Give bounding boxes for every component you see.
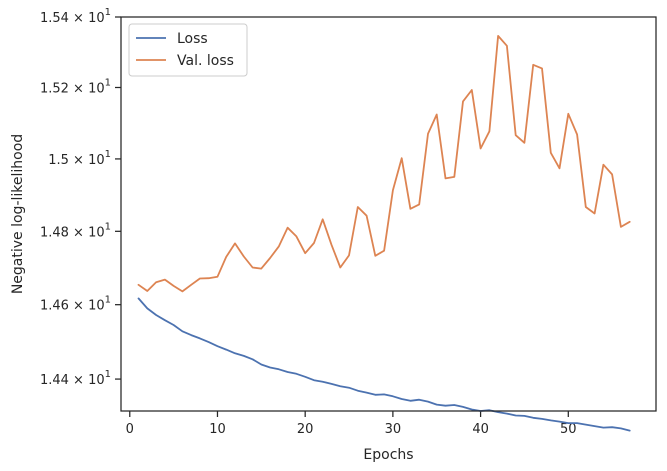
legend: Loss Val. loss <box>128 23 248 77</box>
x-axis-ticks: 0 10 20 30 40 50 <box>126 411 577 437</box>
series-line-val-loss <box>137 35 631 293</box>
y-tick-mantissa: 1.46 × 10 <box>40 299 105 314</box>
y-tick-exponent: 1 <box>105 149 111 160</box>
y-tick-mantissa: 1.5 × 10 <box>48 153 104 168</box>
y-tick-mantissa: 1.54 × 10 <box>40 11 105 26</box>
y-tick-label: 1.5 × 101 <box>48 149 111 168</box>
y-tick-exponent: 1 <box>105 221 111 232</box>
y-tick-label: 1.52 × 101 <box>40 77 111 96</box>
y-tick-label: 1.44 × 101 <box>40 369 111 388</box>
y-tick-mantissa: 1.44 × 10 <box>40 373 105 388</box>
y-tick-exponent: 1 <box>105 7 111 18</box>
legend-label-val-loss: Val. loss <box>177 53 234 69</box>
y-tick-exponent: 1 <box>105 77 111 88</box>
series-layer <box>137 35 631 432</box>
x-tick-label: 20 <box>297 422 314 437</box>
y-tick-label: 1.54 × 101 <box>40 7 111 26</box>
series-line-loss <box>137 297 631 432</box>
legend-box <box>128 23 248 77</box>
x-tick-label: 10 <box>209 422 226 437</box>
y-tick-label: 1.48 × 101 <box>40 221 111 240</box>
legend-label-loss: Loss <box>177 31 208 47</box>
y-axis-label: Negative log-likelihood <box>10 134 26 294</box>
y-tick-exponent: 1 <box>105 295 111 306</box>
y-tick-mantissa: 1.48 × 10 <box>40 225 105 240</box>
x-tick-label: 40 <box>472 422 489 437</box>
x-axis-label: Epochs <box>363 447 413 463</box>
x-tick-label: 50 <box>560 422 577 437</box>
y-tick-label: 1.46 × 101 <box>40 295 111 314</box>
y-tick-exponent: 1 <box>105 369 111 380</box>
y-tick-mantissa: 1.52 × 10 <box>40 81 105 96</box>
x-tick-label: 30 <box>385 422 402 437</box>
plot-frame <box>120 16 657 412</box>
x-tick-label: 0 <box>126 422 134 437</box>
